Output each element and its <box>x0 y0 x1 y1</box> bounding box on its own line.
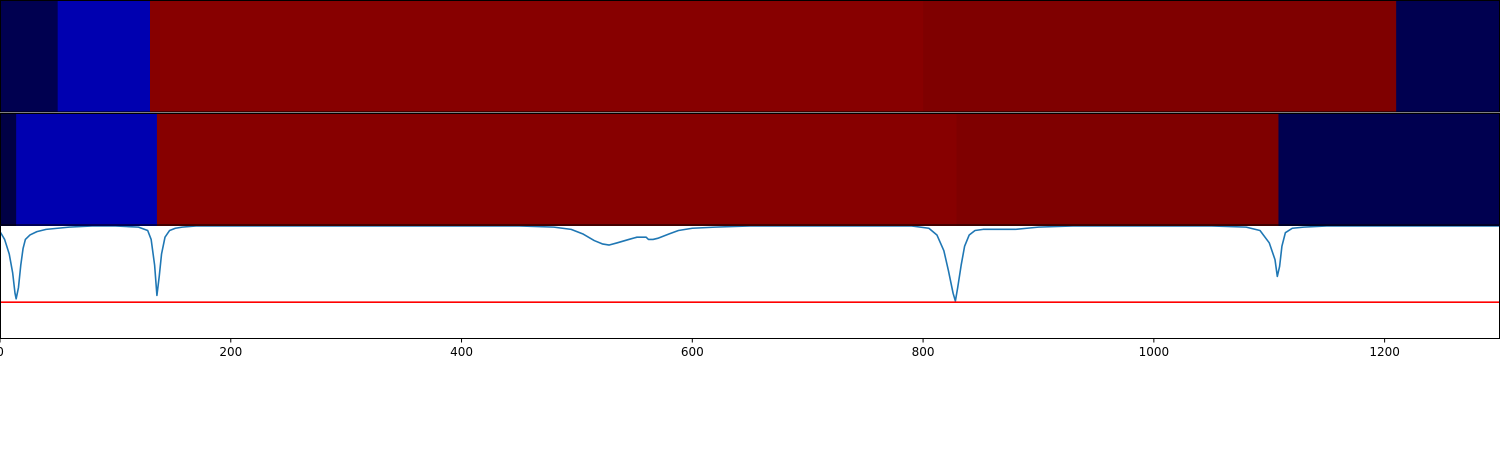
x-tick-label-3: 600 <box>681 345 704 359</box>
x-tick-label-1: 200 <box>219 345 242 359</box>
heatmap-bottom-cell-0 <box>0 113 17 226</box>
heatmap-bottom-cell-1 <box>16 113 158 226</box>
heatmap-bottom-cell-3 <box>956 113 1279 226</box>
line-plot <box>0 226 1500 303</box>
heatmap-top-cell-1 <box>57 0 151 112</box>
x-tick-label-5: 1000 <box>1139 345 1170 359</box>
heatmap-bottom <box>0 113 1500 226</box>
x-tick-label-2: 400 <box>450 345 473 359</box>
heatmap-top <box>0 0 1500 112</box>
heatmap-top-cell-0 <box>0 0 59 112</box>
x-tick-label-0: 0 <box>0 345 4 359</box>
heatmap-top-cell-2 <box>150 0 924 112</box>
heatmap-bottom-cell-2 <box>156 113 958 226</box>
x-tick-label-6: 1200 <box>1369 345 1400 359</box>
heatmap-top-cell-4 <box>1396 0 1500 112</box>
x-tick-label-4: 800 <box>912 345 935 359</box>
heatmap-top-cell-3 <box>923 0 1397 112</box>
signal-line <box>0 226 1500 302</box>
x-axis: 0 200 400 600 800 1000 1200 <box>0 338 1400 359</box>
heatmap-bottom-cell-4 <box>1278 113 1500 226</box>
